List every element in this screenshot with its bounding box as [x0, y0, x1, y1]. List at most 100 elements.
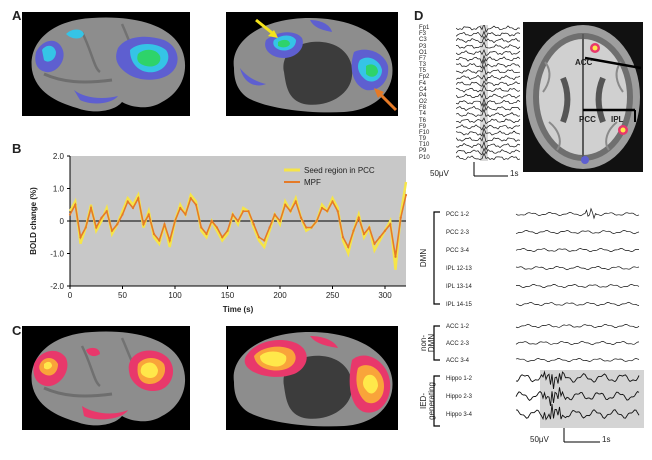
x-tick-label: 0 [68, 291, 73, 300]
ieeg-channel-label: ACC 1-2 [446, 324, 470, 330]
acc-label: ACC [575, 58, 593, 67]
legend: Seed region in PCC MPF [284, 166, 375, 187]
mri-axial-slice: ACC PCC IPL [523, 22, 643, 172]
mpf-point [158, 239, 161, 242]
mpf-point [273, 213, 276, 216]
mpf-point [383, 229, 387, 232]
mpf-point [79, 236, 82, 239]
mpf-point [326, 210, 329, 213]
ieeg-trace [515, 301, 640, 307]
scalp-trace [456, 54, 521, 65]
mpf-point [121, 213, 124, 216]
mpf-point [357, 216, 360, 219]
ieeg-channel-label: PCC 1-2 [446, 212, 470, 218]
scalp-eeg-traces [456, 25, 521, 161]
x-tick-label: 250 [326, 291, 340, 300]
mpf-point [205, 232, 208, 236]
mpf-point [331, 200, 334, 203]
mpf-point [210, 219, 213, 223]
mpf-point [100, 216, 103, 219]
x-tick-label: 200 [273, 291, 287, 300]
ieeg-channel-label: Hippo 3-4 [446, 412, 473, 418]
legend-item-mpf: MPF [304, 178, 321, 187]
group-label: DMN [419, 249, 428, 267]
scalp-channel-label: F7 [419, 55, 427, 62]
x-tick-label: 100 [168, 291, 182, 300]
ieeg-trace [515, 358, 640, 362]
ieeg-channel-label: ACC 3-4 [446, 358, 470, 364]
group-label: generating [427, 382, 436, 420]
mpf-point [247, 210, 250, 213]
y-tick-label: -1.0 [50, 250, 64, 259]
mpf-point [315, 219, 318, 223]
mpf-point [215, 226, 219, 229]
scalp-channel-label: F4 [419, 80, 427, 87]
scalp-trace [456, 147, 521, 156]
mpf-point [404, 193, 408, 197]
scalp-trace [456, 64, 521, 76]
mpf-point [294, 200, 297, 203]
brain-medial-dmn [226, 12, 398, 116]
scalp-channel-label: T10 [419, 142, 430, 149]
ieeg-trace [515, 323, 640, 329]
mpf-point [242, 210, 245, 213]
mpf-point [110, 229, 114, 232]
y-tick-label: 1.0 [53, 185, 65, 194]
bold-chart: 2.0 1.0 0 -1.0 -2.0 0 50 100 150 200 250 300 BOLD c… [29, 152, 408, 314]
group-bracket [433, 375, 440, 427]
mpf-point [368, 226, 371, 229]
brain-lateral-hot [22, 326, 190, 430]
scalp-trace [456, 97, 521, 107]
scalp-channel-label: P4 [419, 92, 427, 99]
group-bracket [433, 211, 440, 305]
ieeg-trace [515, 265, 640, 271]
series-line-seed [68, 181, 408, 270]
mpf-point [336, 210, 339, 213]
mpf-point [268, 226, 271, 229]
mpf-point [252, 223, 255, 226]
pcc-electrode [581, 156, 589, 164]
mpf-point [373, 242, 376, 245]
mpf-point [137, 197, 140, 200]
ieeg-channel-label: Hippo 2-3 [446, 394, 473, 400]
ieeg-channel-label: PCC 2-3 [446, 230, 470, 236]
scalp-trace [456, 90, 521, 100]
ieeg-channel-label: PCC 3-4 [446, 248, 470, 254]
mpf-point [126, 200, 129, 203]
mpf-point [399, 216, 402, 219]
scalp-channel-label: C4 [419, 86, 427, 93]
ieeg-scale-voltage: 50μV [530, 435, 550, 444]
scalp-channel-label: O1 [419, 49, 428, 56]
scalp-channel-label: T4 [419, 111, 427, 118]
ieeg-trace [515, 207, 640, 220]
pcc-label: PCC [579, 115, 596, 124]
scalp-trace [456, 140, 521, 151]
scalp-channel-label: F8 [419, 105, 427, 112]
y-tick-label: 2.0 [53, 152, 65, 161]
panel-label-d: D [414, 8, 424, 23]
scalp-trace [456, 41, 521, 50]
ieeg-channel-label: IPL 13-14 [446, 284, 472, 290]
acc-depth-line [584, 56, 642, 70]
x-tick-label: 300 [378, 291, 392, 300]
mpf-point [389, 223, 392, 226]
mpf-point [305, 226, 308, 229]
mpf-point [184, 213, 187, 216]
mpf-point [236, 219, 240, 223]
mpf-point [142, 223, 145, 226]
panel-label-c: C [12, 323, 22, 338]
mpf-point [95, 226, 98, 229]
mpf-point [341, 236, 345, 239]
scalp-trace [456, 74, 521, 82]
mpf-point [278, 219, 282, 223]
scalp-trace [456, 30, 521, 39]
scalp-channel-label: F9 [419, 123, 427, 130]
mpf-point [194, 203, 198, 206]
legend-item-seed: Seed region in PCC [304, 166, 375, 175]
mpf-point [74, 203, 77, 206]
x-tick-label: 150 [221, 291, 235, 300]
ieeg-trace [516, 284, 640, 288]
mpf-point [347, 245, 350, 249]
mpf-point [289, 210, 292, 213]
scalp-channel-label: T9 [419, 136, 427, 143]
